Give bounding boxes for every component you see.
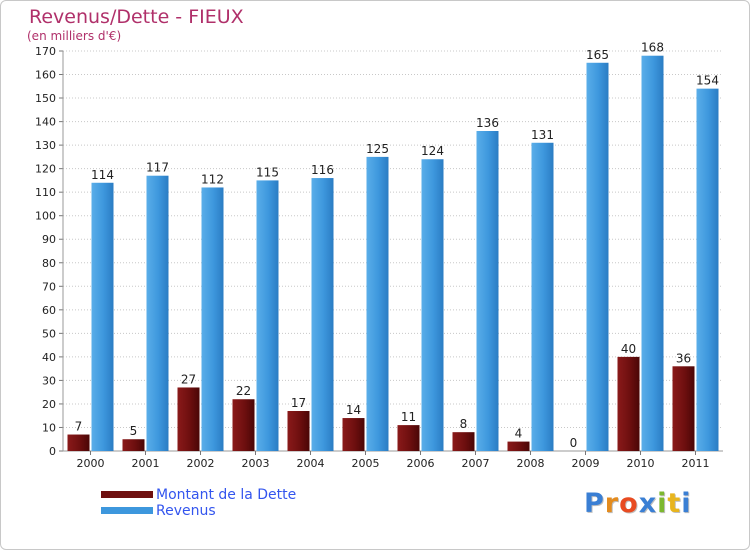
- y-tick-label: 40: [42, 351, 56, 364]
- x-tick-label: 2005: [352, 457, 380, 470]
- logo-letter: x: [638, 488, 658, 519]
- y-tick-label: 110: [35, 186, 56, 199]
- bar-revenus: [366, 156, 389, 451]
- data-label-revenus: 114: [91, 168, 114, 182]
- logo-letter: t: [667, 488, 682, 519]
- y-tick-label: 100: [35, 210, 56, 223]
- data-label-dette: 7: [75, 420, 83, 434]
- bar-revenus: [146, 175, 169, 452]
- y-tick-label: 90: [42, 233, 56, 246]
- bar-dette: [507, 441, 530, 451]
- data-label-revenus: 168: [641, 41, 664, 55]
- y-tick-label: 150: [35, 92, 56, 105]
- bar-dette: [177, 387, 200, 451]
- x-axis: 2000 2001 2002 2003 2004 2005 2006 2007 2008 2009…: [77, 451, 710, 470]
- x-tick-label: 2010: [627, 457, 655, 470]
- bar-revenus: [91, 182, 114, 451]
- bars: 7 114 5 117 27 112 22 115 17 116 14 125 11 124 8 136 4 13…: [67, 41, 719, 452]
- logo-letter: i: [681, 488, 692, 519]
- y-tick-label: 120: [35, 163, 56, 176]
- logo-letter: P: [584, 488, 605, 519]
- y-tick-label: 60: [42, 304, 56, 317]
- bar-dette: [67, 434, 90, 451]
- legend-swatch-dette: [101, 491, 153, 498]
- bar-revenus: [311, 178, 334, 451]
- data-label-revenus: 115: [256, 165, 279, 179]
- x-tick-label: 2002: [187, 457, 215, 470]
- x-tick-label: 2004: [297, 457, 325, 470]
- bar-dette: [397, 425, 420, 451]
- x-tick-label: 2007: [462, 457, 490, 470]
- bar-dette: [617, 356, 640, 451]
- proxiti-logo: Proxiti: [584, 488, 692, 519]
- logo-letter: r: [604, 488, 620, 519]
- bar-dette: [452, 432, 475, 451]
- legend-label-dette: Montant de la Dette: [156, 487, 297, 503]
- gridlines: [63, 50, 723, 452]
- bar-revenus: [421, 159, 444, 451]
- x-tick-label: 2000: [77, 457, 105, 470]
- chart-subtitle: (en milliers d'€): [27, 29, 122, 43]
- data-label-revenus: 131: [531, 128, 554, 142]
- bar-revenus: [476, 131, 499, 451]
- bar-revenus: [586, 62, 609, 451]
- bar-dette: [287, 411, 310, 451]
- data-label-dette: 14: [346, 403, 361, 417]
- data-label-dette: 11: [401, 410, 416, 424]
- data-label-dette: 40: [621, 342, 636, 356]
- data-label-dette: 27: [181, 372, 196, 386]
- data-label-dette: 17: [291, 396, 306, 410]
- data-label-dette: 4: [515, 427, 523, 441]
- bar-revenus: [531, 142, 554, 451]
- data-label-dette: 8: [460, 417, 468, 431]
- y-tick-label: 30: [42, 374, 56, 387]
- logo-letter: o: [619, 488, 639, 519]
- y-tick-label: 10: [42, 421, 56, 434]
- x-tick-label: 2008: [517, 457, 545, 470]
- data-label-dette: 36: [676, 351, 691, 365]
- data-label-revenus: 124: [421, 144, 444, 158]
- data-label-revenus: 112: [201, 172, 224, 186]
- data-label-revenus: 136: [476, 116, 499, 130]
- data-label-revenus: 125: [366, 142, 389, 156]
- x-tick-label: 2003: [242, 457, 270, 470]
- data-label-dette: 0: [570, 436, 578, 450]
- chart-title: Revenus/Dette - FIEUX: [29, 6, 244, 28]
- y-tick-label: 50: [42, 327, 56, 340]
- x-tick-label: 2001: [132, 457, 160, 470]
- y-tick-label: 70: [42, 280, 56, 293]
- bar-dette: [672, 366, 695, 451]
- legend-label-revenus: Revenus: [156, 503, 216, 519]
- y-tick-label: 80: [42, 257, 56, 270]
- y-tick-label: 140: [35, 116, 56, 129]
- y-tick-label: 0: [49, 445, 56, 458]
- bar-dette: [342, 418, 365, 451]
- legend-swatch-revenus: [101, 507, 153, 514]
- x-tick-label: 2006: [407, 457, 435, 470]
- data-label-dette: 5: [130, 424, 138, 438]
- bar-revenus: [696, 88, 719, 451]
- data-label-dette: 22: [236, 384, 251, 398]
- data-label-revenus: 116: [311, 163, 334, 177]
- y-tick-label: 130: [35, 139, 56, 152]
- y-axis: 0102030405060708090100110120130140150160…: [35, 45, 723, 458]
- bar-revenus: [201, 187, 224, 451]
- bar-revenus: [256, 180, 279, 452]
- bar-dette: [122, 439, 145, 451]
- data-label-revenus: 154: [696, 74, 719, 88]
- bar-dette: [232, 399, 255, 451]
- data-label-revenus: 165: [586, 48, 609, 62]
- y-tick-label: 160: [35, 69, 56, 82]
- bar-revenus: [641, 55, 664, 452]
- logo-letter: i: [657, 488, 668, 519]
- y-tick-label: 20: [42, 398, 56, 411]
- data-label-revenus: 117: [146, 161, 169, 175]
- x-tick-label: 2009: [572, 457, 600, 470]
- y-tick-label: 170: [35, 45, 56, 58]
- x-tick-label: 2011: [682, 457, 710, 470]
